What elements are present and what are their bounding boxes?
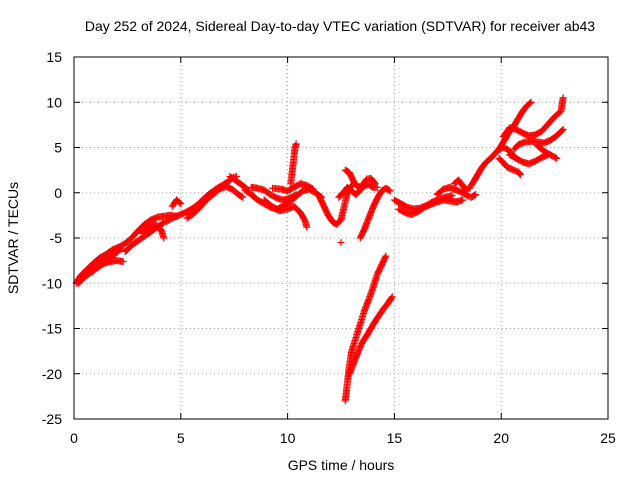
data-point [471,191,478,199]
data-point [291,191,299,199]
data-point [309,185,317,193]
y-tick-label: -20 [42,366,62,382]
data-point [553,154,561,162]
chart-title: Day 252 of 2024, Sidereal Day-to-day VTE… [85,18,595,34]
data-point [551,154,559,162]
data-point [559,94,567,102]
data-points [72,94,567,405]
data-point [459,196,467,204]
y-tick-label: 0 [54,185,62,201]
data-point [371,180,379,188]
y-tick-labels: -25 -20 -15 -10 -5 0 5 10 15 [42,49,62,427]
data-point [370,179,378,187]
x-tick-labels: 0 5 10 15 20 25 [70,430,616,446]
data-point [119,258,127,266]
data-point [176,199,184,207]
y-tick-label: 5 [54,140,62,156]
data-point [292,191,300,199]
data-point [472,191,480,199]
x-tick-label: 15 [387,430,403,446]
data-point [527,98,535,106]
x-tick-label: 10 [280,430,296,446]
data-point [386,187,394,195]
y-tick-label: -5 [50,230,63,246]
y-axis-label: SDTVAR / TECUs [5,182,21,294]
x-tick-label: 0 [70,430,78,446]
x-tick-label: 20 [493,430,509,446]
data-point [292,140,300,148]
x-tick-label: 25 [600,430,616,446]
data-point [116,246,124,254]
data-point [160,234,168,242]
y-tick-label: -25 [42,411,62,427]
x-tick-label: 5 [177,430,185,446]
data-point [559,125,567,133]
data-point [382,252,390,260]
data-point [117,245,125,253]
data-point [387,294,395,302]
data-point [388,293,396,301]
data-point [526,99,534,107]
data-point [337,239,345,247]
y-tick-label: -10 [42,275,62,291]
plot-frame [73,56,609,420]
data-point [238,193,246,201]
data-point [239,193,247,201]
x-axis-label: GPS time / hours [288,457,395,473]
data-point [558,126,566,134]
data-point [516,170,524,178]
data-point [462,186,470,194]
data-point [303,223,311,231]
y-tick-label: -15 [42,321,62,337]
data-point [385,186,393,194]
y-tick-label: 10 [46,94,62,110]
data-point [381,253,389,261]
y-tick-label: 15 [46,49,62,65]
grid-lines [74,57,608,419]
data-point [177,200,185,208]
data-point [308,184,316,192]
data-point [373,183,381,191]
data-point [516,171,524,179]
